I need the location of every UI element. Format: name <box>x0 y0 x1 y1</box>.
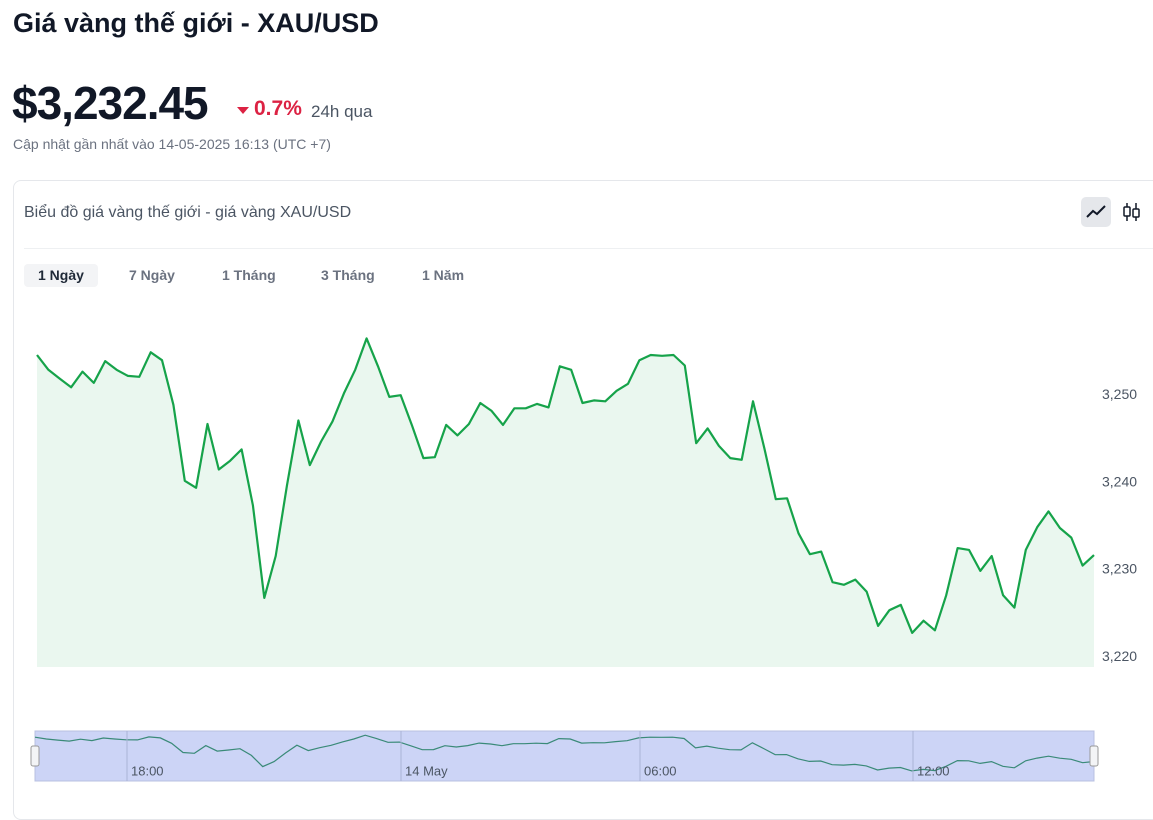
updated-time: Cập nhật gần nhất vào 14-05-2025 16:13 (… <box>13 136 331 152</box>
navigator-label: 14 May <box>405 763 448 778</box>
page: {"header": {"title": "Giá vàng thế giới … <box>12 8 1153 820</box>
change-period: 24h qua <box>311 102 373 121</box>
page-title: Giá vàng thế giới - XAU/USD <box>13 8 379 38</box>
navigator-label: 18:00 <box>131 763 164 778</box>
card-title: Biểu đồ giá vàng thế giới - giá vàng XAU… <box>24 204 352 221</box>
line-chart-button[interactable] <box>1081 197 1111 227</box>
navigator-label: 06:00 <box>644 763 677 778</box>
navigator-handle[interactable] <box>1089 745 1099 767</box>
navigator-label: 12:00 <box>917 763 950 778</box>
candlestick-button[interactable] <box>1116 197 1146 227</box>
tab[interactable]: 1 Tháng <box>222 267 276 283</box>
y-tick-label: 3,230 <box>1102 561 1137 577</box>
tab[interactable]: 3 Tháng <box>321 267 375 283</box>
tab[interactable]: 1 Ngày <box>24 264 98 287</box>
price-change: 0.7% <box>254 97 302 120</box>
y-tick-label: 3,240 <box>1102 473 1137 489</box>
tab[interactable]: 7 Ngày <box>129 267 175 283</box>
y-tick-label: 3,250 <box>1102 386 1137 402</box>
price: $3,232.45 <box>12 77 209 129</box>
separator <box>24 248 1153 249</box>
chart: 3,220 3,230 3,240 3,250 18:00 14 May 06:00 12:0… <box>30 337 1137 782</box>
down-arrow <box>237 107 249 114</box>
candle-icon <box>1123 203 1140 221</box>
price-line <box>36 337 1095 634</box>
line-icon <box>1086 205 1106 218</box>
area <box>37 338 1094 667</box>
tab[interactable]: 1 Năm <box>422 267 465 283</box>
navigator-line <box>34 734 1095 772</box>
y-tick-label: 3,220 <box>1102 648 1137 664</box>
navigator-handle[interactable] <box>30 745 40 767</box>
